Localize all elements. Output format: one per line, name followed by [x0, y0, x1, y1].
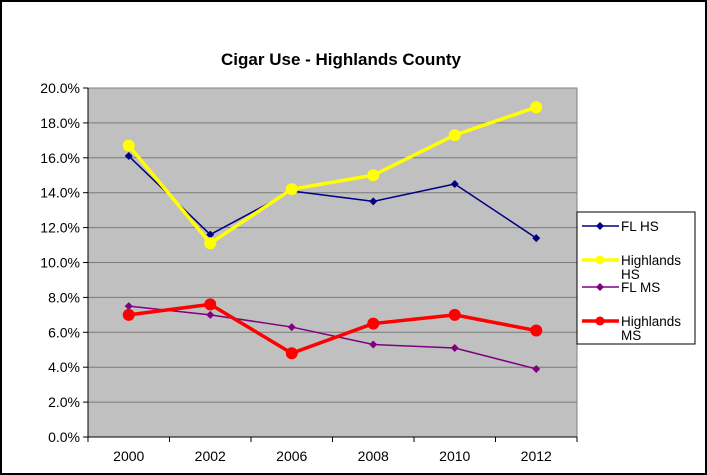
- legend-label: FL MS: [621, 280, 660, 295]
- data-point: [532, 364, 541, 373]
- data-point: [530, 101, 543, 114]
- data-point: [204, 298, 217, 311]
- data-point: [595, 316, 605, 326]
- legend-label: Highlands MS: [621, 314, 681, 343]
- data-point: [596, 222, 604, 230]
- data-point: [450, 344, 459, 353]
- data-point: [532, 234, 541, 243]
- y-tick-label: 2.0%: [48, 394, 80, 410]
- x-tick-label: 2010: [439, 448, 470, 464]
- y-tick-label: 14.0%: [40, 185, 80, 201]
- y-tick-label: 10.0%: [40, 255, 80, 271]
- data-point: [448, 129, 461, 142]
- series-line: [128, 302, 537, 355]
- data-point: [367, 169, 380, 182]
- x-tick-label: 2006: [276, 448, 307, 464]
- data-point: [530, 324, 543, 337]
- series-highlands-ms: [122, 298, 543, 360]
- data-point: [122, 139, 135, 152]
- data-point: [124, 152, 133, 161]
- data-point: [285, 183, 298, 196]
- data-point: [122, 308, 135, 321]
- axes: 0.0% 2.0% 4.0% 6.0% 8.0% 10.0% 12.0% 14.0% 16.0%…: [40, 80, 578, 464]
- y-tick-label: 4.0%: [48, 359, 80, 375]
- x-tick-label: 2008: [358, 448, 389, 464]
- data-point: [124, 302, 133, 311]
- legend-label: FL HS: [621, 219, 659, 234]
- x-tick-label: 2002: [195, 448, 226, 464]
- data-point: [596, 283, 604, 291]
- data-point: [369, 340, 378, 349]
- series-line: [127, 105, 537, 246]
- data-point: [448, 308, 461, 321]
- data-point: [595, 255, 605, 265]
- data-point: [369, 197, 378, 206]
- data-point: [367, 317, 380, 330]
- y-tick-label: 12.0%: [40, 220, 80, 236]
- series-highlands-hs: [122, 101, 543, 250]
- y-tick-label: 0.0%: [48, 429, 80, 445]
- x-tick-label: 2000: [113, 448, 144, 464]
- y-tick-label: 6.0%: [48, 324, 80, 340]
- series-line: [128, 305, 537, 370]
- series-fl-ms: [124, 302, 541, 373]
- data-point: [287, 323, 296, 332]
- series-lines: [122, 101, 543, 373]
- data-point: [285, 347, 298, 360]
- data-point: [204, 237, 217, 250]
- y-tick-label: 18.0%: [40, 115, 80, 131]
- y-tick-label: 20.0%: [40, 80, 80, 96]
- data-point: [450, 179, 459, 188]
- chart-title: Cigar Use - Highlands County: [221, 50, 461, 69]
- series-line: [128, 155, 537, 239]
- data-point: [206, 230, 215, 239]
- x-tick-label: 2012: [521, 448, 552, 464]
- legend-label: Highlands HS: [621, 253, 681, 282]
- y-tick-label: 8.0%: [48, 289, 80, 305]
- data-point: [206, 310, 215, 319]
- y-tick-label: 16.0%: [40, 150, 80, 166]
